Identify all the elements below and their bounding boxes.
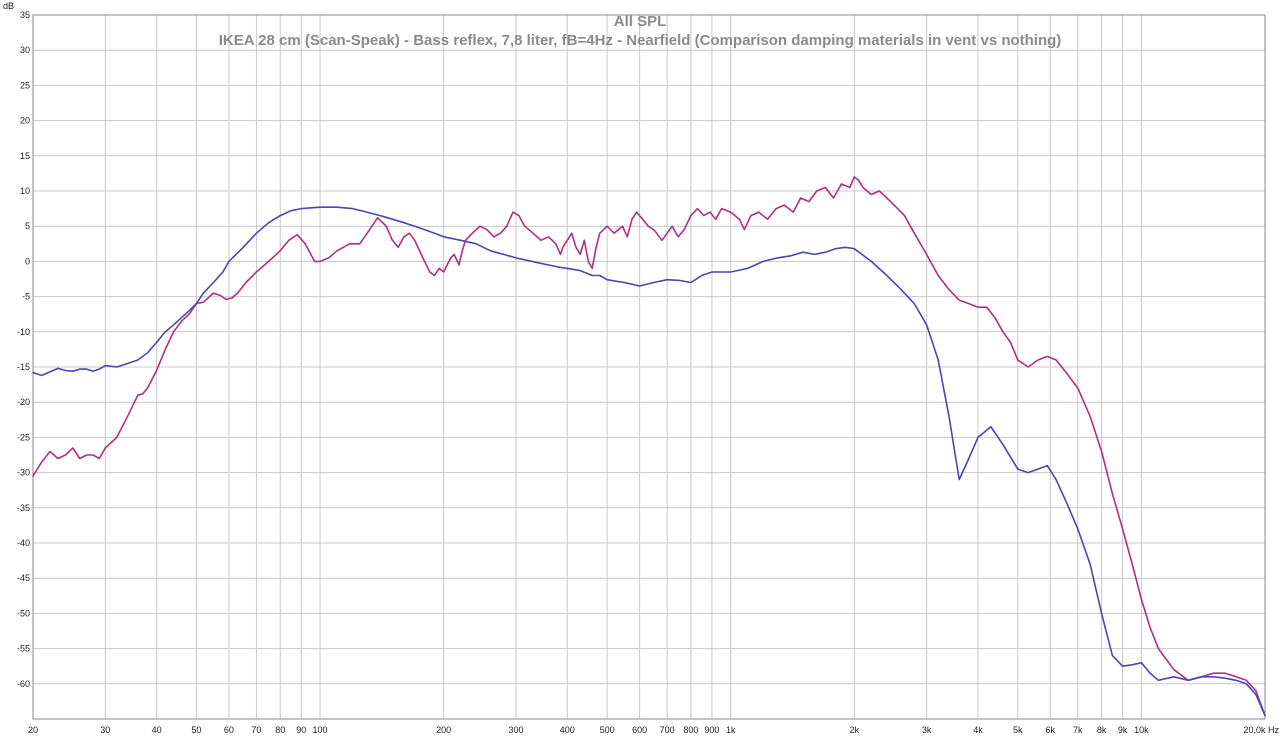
x-tick-label: 6k — [1046, 725, 1056, 735]
y-tick-label: -40 — [17, 538, 30, 548]
x-tick-label: 7k — [1073, 725, 1083, 735]
y-tick-label: -5 — [22, 292, 30, 302]
x-tick-label: 400 — [560, 725, 575, 735]
y-tick-label: 20 — [20, 116, 30, 126]
chart-subtitle: IKEA 28 cm (Scan-Speak) - Bass reflex, 7… — [219, 32, 1062, 49]
y-tick-label: -50 — [17, 608, 30, 618]
x-tick-label: 900 — [704, 725, 719, 735]
x-tick-label: 50 — [191, 725, 201, 735]
y-tick-label: -60 — [17, 679, 30, 689]
x-tick-label: 80 — [275, 725, 285, 735]
series-line-1 — [32, 176, 1266, 717]
series-line-2 — [32, 206, 1266, 717]
grid-layer — [32, 14, 1266, 719]
y-tick-label: -30 — [17, 468, 30, 478]
x-tick-label: 200 — [436, 725, 451, 735]
y-tick-label: 0 — [25, 256, 30, 266]
tick-labels: 35302520151050-5-10-15-20-25-30-35-40-45… — [17, 10, 1280, 735]
y-tick-label: 30 — [20, 45, 30, 55]
x-tick-label: 20,0k Hz — [1243, 725, 1279, 735]
y-tick-label: 10 — [20, 186, 30, 196]
y-axis-unit-label: dB — [3, 1, 14, 11]
x-tick-label: 1k — [726, 725, 736, 735]
x-tick-label: 600 — [632, 725, 647, 735]
y-tick-label: 35 — [20, 10, 30, 20]
x-tick-label: 90 — [296, 725, 306, 735]
x-tick-label: 60 — [224, 725, 234, 735]
x-tick-label: 500 — [600, 725, 615, 735]
x-tick-label: 30 — [100, 725, 110, 735]
x-tick-label: 20 — [28, 725, 38, 735]
series-layer — [32, 176, 1266, 717]
x-tick-label: 8k — [1097, 725, 1107, 735]
x-tick-label: 70 — [251, 725, 261, 735]
x-tick-label: 9k — [1118, 725, 1128, 735]
y-tick-label: -20 — [17, 397, 30, 407]
y-tick-label: -15 — [17, 362, 30, 372]
x-tick-label: 700 — [660, 725, 675, 735]
y-tick-label: -45 — [17, 573, 30, 583]
y-tick-label: 5 — [25, 221, 30, 231]
x-tick-label: 5k — [1013, 725, 1023, 735]
x-tick-label: 800 — [683, 725, 698, 735]
y-tick-label: 15 — [20, 151, 30, 161]
x-tick-label: 10k — [1134, 725, 1149, 735]
x-tick-label: 2k — [850, 725, 860, 735]
x-tick-label: 3k — [922, 725, 932, 735]
x-tick-label: 100 — [313, 725, 328, 735]
plot-frame — [32, 14, 1266, 720]
y-tick-label: -55 — [17, 644, 30, 654]
chart-title: All SPL — [614, 13, 667, 30]
x-tick-label: 4k — [973, 725, 983, 735]
x-tick-label: 300 — [508, 725, 523, 735]
y-tick-label: -10 — [17, 327, 30, 337]
x-tick-label: 40 — [152, 725, 162, 735]
y-tick-label: 25 — [20, 80, 30, 90]
y-tick-label: -25 — [17, 432, 30, 442]
y-tick-label: -35 — [17, 503, 30, 513]
